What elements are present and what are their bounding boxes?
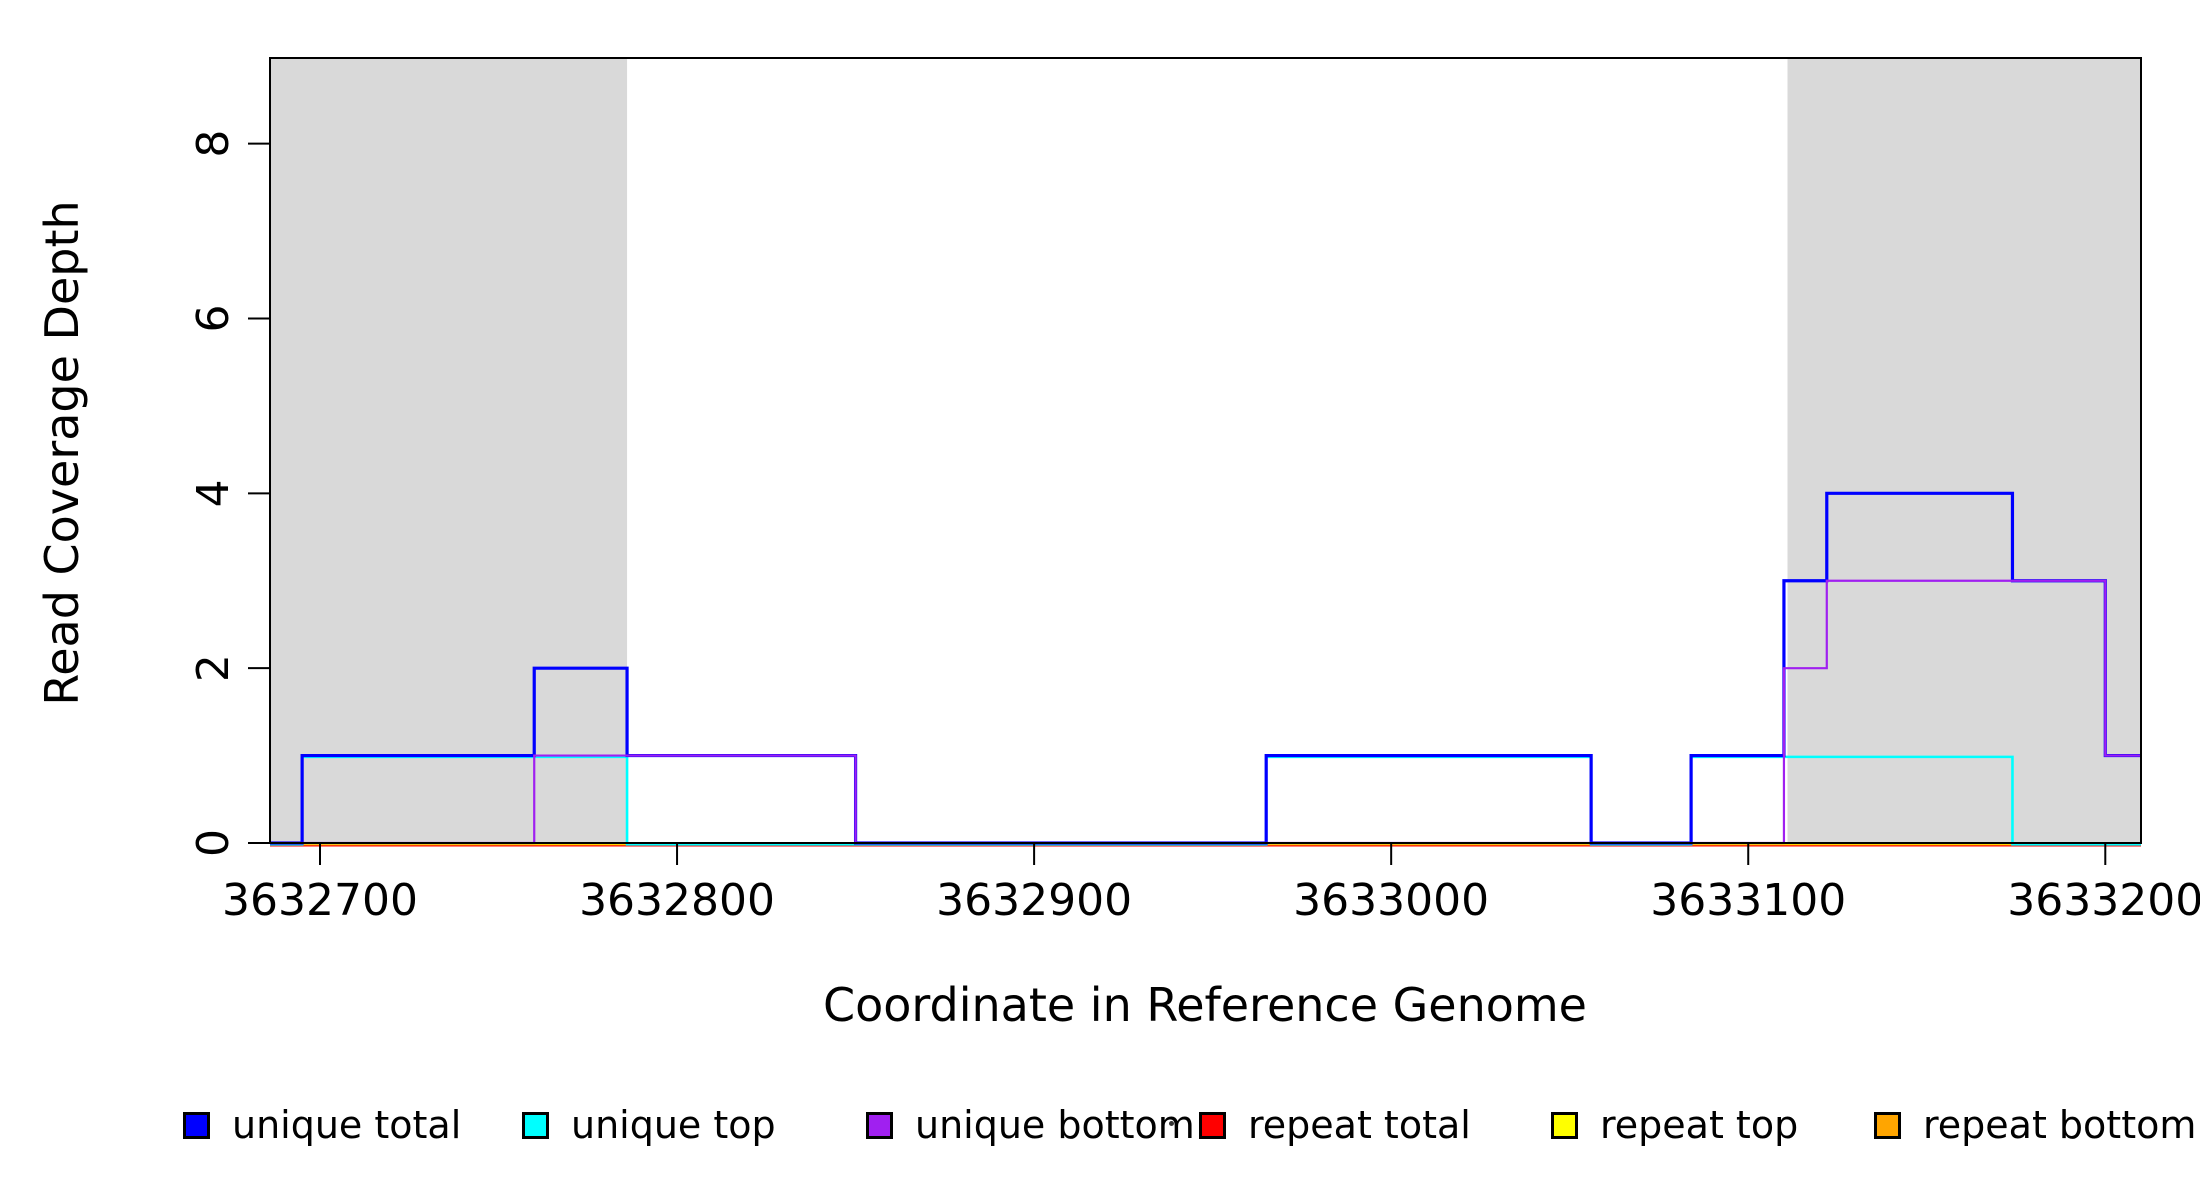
legend-item-repeat-top: repeat top: [1551, 1103, 1798, 1147]
plot-border: [269, 57, 2142, 844]
repeat-region-shading: [1787, 58, 2141, 843]
x-tick-label: 3633100: [1650, 875, 1846, 926]
unique-bottom-swatch-icon: [866, 1111, 893, 1139]
legend-label: repeat total: [1248, 1103, 1471, 1147]
x-tick-label: 3632800: [579, 875, 775, 926]
x-tick-label: 3633200: [2007, 875, 2200, 926]
x-tick-label: 3632900: [936, 875, 1132, 926]
legend-label: unique bottom: [915, 1103, 1195, 1147]
legend-item-repeat-bottom: repeat bottom: [1874, 1103, 2196, 1147]
stray-dot: [1169, 1121, 1174, 1126]
legend-item-unique-top: unique top: [522, 1103, 776, 1147]
y-axis-title: Read Coverage Depth: [35, 200, 89, 706]
legend-label: repeat top: [1600, 1103, 1799, 1147]
step-series-unique-bottom: [270, 579, 2141, 845]
legend-label: unique top: [571, 1103, 776, 1147]
step-series-unique-total: [270, 491, 2141, 845]
unique-top-swatch-icon: [522, 1111, 549, 1139]
repeat-top-swatch-icon: [1551, 1111, 1578, 1139]
y-tick-label: 6: [188, 305, 239, 333]
legend-label: unique total: [232, 1103, 462, 1147]
legend-item-unique-total: unique total: [183, 1103, 461, 1147]
y-tick-label: 0: [188, 829, 239, 857]
repeat-bottom-swatch-icon: [1874, 1111, 1901, 1139]
unique-total-swatch-icon: [183, 1111, 210, 1139]
x-axis-title: Coordinate in Reference Genome: [823, 978, 1587, 1032]
legend-item-repeat-total: repeat total: [1199, 1103, 1471, 1147]
legend-label: repeat bottom: [1923, 1103, 2197, 1147]
y-tick-label: 2: [188, 654, 239, 682]
x-tick-label: 3633000: [1293, 875, 1489, 926]
x-tick-label: 3632700: [222, 875, 418, 926]
y-tick-label: 4: [188, 479, 239, 507]
repeat-total-swatch-icon: [1199, 1111, 1226, 1139]
repeat-region-shading: [270, 58, 628, 843]
legend-item-unique-bottom: unique bottom: [866, 1103, 1195, 1147]
y-tick-label: 8: [188, 130, 239, 158]
